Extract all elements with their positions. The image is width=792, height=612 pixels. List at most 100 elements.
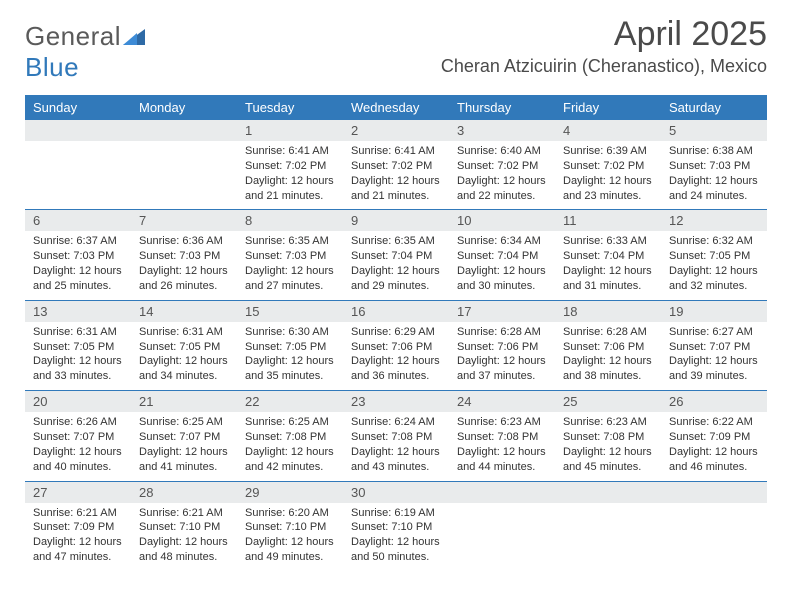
title-block: April 2025 Cheran Atzicuirin (Cheranasti… (441, 15, 767, 77)
sunset-line: Sunset: 7:07 PM (139, 430, 229, 445)
day-body: Sunrise: 6:36 AMSunset: 7:03 PMDaylight:… (131, 231, 237, 299)
day-body: Sunrise: 6:25 AMSunset: 7:07 PMDaylight:… (131, 412, 237, 480)
sunrise-line: Sunrise: 6:41 AM (351, 144, 441, 159)
day-number: 21 (131, 391, 237, 412)
sunrise-line: Sunrise: 6:23 AM (457, 415, 547, 430)
day-cell: 26Sunrise: 6:22 AMSunset: 7:09 PMDayligh… (661, 391, 767, 480)
sunrise-line: Sunrise: 6:27 AM (669, 325, 759, 340)
day-cell: 30Sunrise: 6:19 AMSunset: 7:10 PMDayligh… (343, 482, 449, 571)
daylight-line: Daylight: 12 hours and 29 minutes. (351, 264, 441, 294)
day-cell: 9Sunrise: 6:35 AMSunset: 7:04 PMDaylight… (343, 210, 449, 299)
day-cell: 14Sunrise: 6:31 AMSunset: 7:05 PMDayligh… (131, 301, 237, 390)
sunset-line: Sunset: 7:03 PM (33, 249, 123, 264)
sunset-line: Sunset: 7:04 PM (351, 249, 441, 264)
day-number: 5 (661, 120, 767, 141)
day-body: Sunrise: 6:23 AMSunset: 7:08 PMDaylight:… (555, 412, 661, 480)
daylight-line: Daylight: 12 hours and 43 minutes. (351, 445, 441, 475)
day-cell: 16Sunrise: 6:29 AMSunset: 7:06 PMDayligh… (343, 301, 449, 390)
day-number: 4 (555, 120, 661, 141)
day-body: Sunrise: 6:31 AMSunset: 7:05 PMDaylight:… (25, 322, 131, 390)
day-number: 26 (661, 391, 767, 412)
daylight-line: Daylight: 12 hours and 21 minutes. (351, 174, 441, 204)
daylight-line: Daylight: 12 hours and 48 minutes. (139, 535, 229, 565)
sunrise-line: Sunrise: 6:35 AM (245, 234, 335, 249)
sunset-line: Sunset: 7:04 PM (457, 249, 547, 264)
day-cell: 20Sunrise: 6:26 AMSunset: 7:07 PMDayligh… (25, 391, 131, 480)
week-row: 1Sunrise: 6:41 AMSunset: 7:02 PMDaylight… (25, 120, 767, 209)
weekday-thursday: Thursday (449, 95, 555, 120)
day-number: 3 (449, 120, 555, 141)
day-number (555, 482, 661, 503)
day-cell: 24Sunrise: 6:23 AMSunset: 7:08 PMDayligh… (449, 391, 555, 480)
daylight-line: Daylight: 12 hours and 22 minutes. (457, 174, 547, 204)
day-number: 23 (343, 391, 449, 412)
daylight-line: Daylight: 12 hours and 21 minutes. (245, 174, 335, 204)
day-number: 11 (555, 210, 661, 231)
day-body: Sunrise: 6:35 AMSunset: 7:04 PMDaylight:… (343, 231, 449, 299)
daylight-line: Daylight: 12 hours and 35 minutes. (245, 354, 335, 384)
logo-text-2: Blue (25, 52, 79, 82)
day-cell (25, 120, 131, 209)
page-header: GeneralBlue April 2025 Cheran Atzicuirin… (25, 15, 767, 83)
sunset-line: Sunset: 7:03 PM (669, 159, 759, 174)
day-cell: 3Sunrise: 6:40 AMSunset: 7:02 PMDaylight… (449, 120, 555, 209)
daylight-line: Daylight: 12 hours and 41 minutes. (139, 445, 229, 475)
sunrise-line: Sunrise: 6:41 AM (245, 144, 335, 159)
day-body: Sunrise: 6:28 AMSunset: 7:06 PMDaylight:… (449, 322, 555, 390)
sunset-line: Sunset: 7:10 PM (139, 520, 229, 535)
day-cell (131, 120, 237, 209)
day-number: 9 (343, 210, 449, 231)
logo-text: GeneralBlue (25, 21, 145, 83)
day-body: Sunrise: 6:25 AMSunset: 7:08 PMDaylight:… (237, 412, 343, 480)
day-number: 8 (237, 210, 343, 231)
day-cell: 4Sunrise: 6:39 AMSunset: 7:02 PMDaylight… (555, 120, 661, 209)
daylight-line: Daylight: 12 hours and 34 minutes. (139, 354, 229, 384)
day-cell (661, 482, 767, 571)
day-body: Sunrise: 6:40 AMSunset: 7:02 PMDaylight:… (449, 141, 555, 209)
sunrise-line: Sunrise: 6:40 AM (457, 144, 547, 159)
daylight-line: Daylight: 12 hours and 32 minutes. (669, 264, 759, 294)
day-number (25, 120, 131, 141)
day-body: Sunrise: 6:21 AMSunset: 7:09 PMDaylight:… (25, 503, 131, 571)
sunrise-line: Sunrise: 6:32 AM (669, 234, 759, 249)
weekday-sunday: Sunday (25, 95, 131, 120)
day-cell: 6Sunrise: 6:37 AMSunset: 7:03 PMDaylight… (25, 210, 131, 299)
day-number: 7 (131, 210, 237, 231)
day-number: 20 (25, 391, 131, 412)
logo: GeneralBlue (25, 21, 145, 83)
day-body: Sunrise: 6:30 AMSunset: 7:05 PMDaylight:… (237, 322, 343, 390)
sunset-line: Sunset: 7:10 PM (351, 520, 441, 535)
day-number: 29 (237, 482, 343, 503)
sunrise-line: Sunrise: 6:31 AM (139, 325, 229, 340)
day-body: Sunrise: 6:38 AMSunset: 7:03 PMDaylight:… (661, 141, 767, 209)
weekday-wednesday: Wednesday (343, 95, 449, 120)
day-number: 27 (25, 482, 131, 503)
sunrise-line: Sunrise: 6:31 AM (33, 325, 123, 340)
day-body: Sunrise: 6:27 AMSunset: 7:07 PMDaylight:… (661, 322, 767, 390)
sunset-line: Sunset: 7:02 PM (351, 159, 441, 174)
daylight-line: Daylight: 12 hours and 36 minutes. (351, 354, 441, 384)
day-number: 14 (131, 301, 237, 322)
day-number: 28 (131, 482, 237, 503)
sunrise-line: Sunrise: 6:21 AM (33, 506, 123, 521)
day-cell (555, 482, 661, 571)
day-cell: 15Sunrise: 6:30 AMSunset: 7:05 PMDayligh… (237, 301, 343, 390)
day-body: Sunrise: 6:29 AMSunset: 7:06 PMDaylight:… (343, 322, 449, 390)
daylight-line: Daylight: 12 hours and 40 minutes. (33, 445, 123, 475)
day-number: 30 (343, 482, 449, 503)
sunset-line: Sunset: 7:02 PM (457, 159, 547, 174)
weekday-header-row: SundayMondayTuesdayWednesdayThursdayFrid… (25, 95, 767, 120)
day-number: 13 (25, 301, 131, 322)
day-number: 16 (343, 301, 449, 322)
sunset-line: Sunset: 7:03 PM (245, 249, 335, 264)
day-body: Sunrise: 6:23 AMSunset: 7:08 PMDaylight:… (449, 412, 555, 480)
sunrise-line: Sunrise: 6:25 AM (139, 415, 229, 430)
day-cell: 28Sunrise: 6:21 AMSunset: 7:10 PMDayligh… (131, 482, 237, 571)
sunrise-line: Sunrise: 6:26 AM (33, 415, 123, 430)
day-cell: 17Sunrise: 6:28 AMSunset: 7:06 PMDayligh… (449, 301, 555, 390)
day-cell: 1Sunrise: 6:41 AMSunset: 7:02 PMDaylight… (237, 120, 343, 209)
daylight-line: Daylight: 12 hours and 44 minutes. (457, 445, 547, 475)
daylight-line: Daylight: 12 hours and 38 minutes. (563, 354, 653, 384)
day-cell: 7Sunrise: 6:36 AMSunset: 7:03 PMDaylight… (131, 210, 237, 299)
day-cell: 29Sunrise: 6:20 AMSunset: 7:10 PMDayligh… (237, 482, 343, 571)
